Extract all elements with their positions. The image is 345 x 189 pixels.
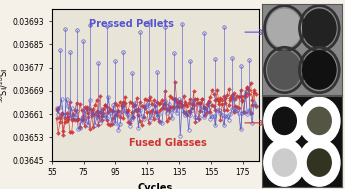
Ellipse shape [268,51,301,89]
Text: Fused Glasses: Fused Glasses [129,138,207,148]
Ellipse shape [299,139,340,186]
Ellipse shape [303,51,336,89]
Ellipse shape [307,107,331,135]
Ellipse shape [303,9,336,47]
Ellipse shape [264,97,305,144]
Text: Pressed Pellets: Pressed Pellets [89,19,174,29]
Ellipse shape [268,9,301,47]
X-axis label: Cycles: Cycles [138,183,173,189]
Ellipse shape [264,139,305,186]
Ellipse shape [273,149,296,176]
Ellipse shape [299,97,340,144]
Ellipse shape [307,149,331,176]
Y-axis label: $^{30}$Si/$^{28}$Si: $^{30}$Si/$^{28}$Si [0,68,10,102]
Ellipse shape [273,107,296,135]
